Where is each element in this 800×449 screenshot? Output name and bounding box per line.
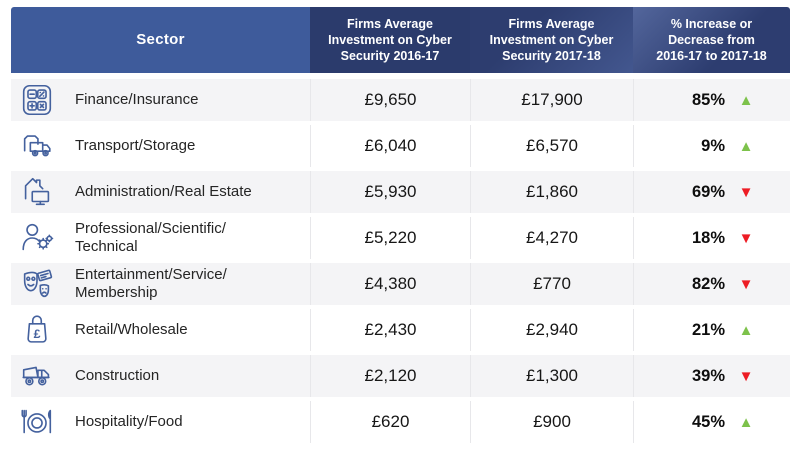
percent-change-value: 21% <box>691 320 725 339</box>
trend-arrow-icon: ▼ <box>738 183 754 201</box>
investment-2017-18-value: £6,570 <box>470 125 633 167</box>
table-body: Finance/Insurance £9,650 £17,900 85% ▲ <box>11 79 790 443</box>
percent-change-value: 45% <box>691 412 725 431</box>
investment-2016-17-value: £2,120 <box>310 355 470 397</box>
percent-change-value: 85% <box>691 90 725 109</box>
sector-label: Administration/Real Estate <box>63 171 310 213</box>
house-monitor-icon <box>11 171 63 213</box>
investment-2016-17-value: £620 <box>310 401 470 443</box>
investment-2016-17-value: £2,430 <box>310 309 470 351</box>
investment-2016-17-value: £9,650 <box>310 79 470 121</box>
trend-arrow-icon: ▲ <box>738 413 754 431</box>
table-row: Professional/Scientific/ Technical £5,22… <box>11 217 790 259</box>
investment-2017-18-value: £1,300 <box>470 355 633 397</box>
investment-2016-17-value: £4,380 <box>310 263 470 305</box>
table-row: Entertainment/Service/ Membership £4,380… <box>11 263 790 305</box>
column-header-sector: Sector <box>11 7 310 73</box>
trend-arrow-icon: ▼ <box>738 229 754 247</box>
trend-arrow-icon: ▲ <box>738 321 754 339</box>
percent-change-cell: 21% ▲ <box>633 309 790 351</box>
column-header-percent-change: % Increase or Decrease from 2016-17 to 2… <box>633 7 790 73</box>
percent-change-cell: 69% ▼ <box>633 171 790 213</box>
percent-change-value: 82% <box>691 274 725 293</box>
truck-icon <box>11 125 63 167</box>
table-row: £ Retail/Wholesale £2,430 £2,940 21% ▲ <box>11 309 790 351</box>
column-header-investment-2017-18: Firms Average Investment on Cyber Securi… <box>470 7 633 73</box>
percent-change-value: 69% <box>691 182 725 201</box>
percent-change-cell: 18% ▼ <box>633 217 790 259</box>
table-row: Transport/Storage £6,040 £6,570 9% ▲ <box>11 125 790 167</box>
percent-change-cell: 85% ▲ <box>633 79 790 121</box>
percent-change-cell: 82% ▼ <box>633 263 790 305</box>
column-header-investment-2016-17: Firms Average Investment on Cyber Securi… <box>310 7 470 73</box>
shopping-bag-icon: £ <box>11 309 63 351</box>
trend-arrow-icon: ▼ <box>738 275 754 293</box>
investment-2017-18-value: £4,270 <box>470 217 633 259</box>
percent-change-cell: 45% ▲ <box>633 401 790 443</box>
trend-arrow-icon: ▼ <box>738 367 754 385</box>
person-gears-icon <box>11 217 63 259</box>
investment-2016-17-value: £6,040 <box>310 125 470 167</box>
percent-change-cell: 39% ▼ <box>633 355 790 397</box>
table-header: Sector Firms Average Investment on Cyber… <box>11 7 790 73</box>
svg-text:£: £ <box>34 327 41 341</box>
investment-2017-18-value: £1,860 <box>470 171 633 213</box>
investment-2017-18-value: £17,900 <box>470 79 633 121</box>
percent-change-value: 9% <box>701 136 725 155</box>
trend-arrow-icon: ▲ <box>738 91 754 109</box>
investment-2016-17-value: £5,220 <box>310 217 470 259</box>
sector-label: Transport/Storage <box>63 125 310 167</box>
investment-2016-17-value: £5,930 <box>310 171 470 213</box>
sector-label: Entertainment/Service/ Membership <box>63 263 310 305</box>
table-row: Administration/Real Estate £5,930 £1,860… <box>11 171 790 213</box>
table-row: Finance/Insurance £9,650 £17,900 85% ▲ <box>11 79 790 121</box>
investment-2017-18-value: £770 <box>470 263 633 305</box>
percent-change-value: 39% <box>691 366 725 385</box>
table-row: Hospitality/Food £620 £900 45% ▲ <box>11 401 790 443</box>
calculator-icon <box>11 79 63 121</box>
cyber-security-investment-table: Sector Firms Average Investment on Cyber… <box>11 7 790 443</box>
trend-arrow-icon: ▲ <box>738 137 754 155</box>
theater-masks-icon <box>11 263 63 305</box>
investment-2017-18-value: £2,940 <box>470 309 633 351</box>
sector-label: Professional/Scientific/ Technical <box>63 217 310 259</box>
dump-truck-icon <box>11 355 63 397</box>
sector-label: Finance/Insurance <box>63 79 310 121</box>
sector-label: Construction <box>63 355 310 397</box>
table-row: Construction £2,120 £1,300 39% ▼ <box>11 355 790 397</box>
percent-change-cell: 9% ▲ <box>633 125 790 167</box>
plate-cutlery-icon <box>11 401 63 443</box>
percent-change-value: 18% <box>691 228 725 247</box>
sector-label: Hospitality/Food <box>63 401 310 443</box>
investment-2017-18-value: £900 <box>470 401 633 443</box>
sector-label: Retail/Wholesale <box>63 309 310 351</box>
